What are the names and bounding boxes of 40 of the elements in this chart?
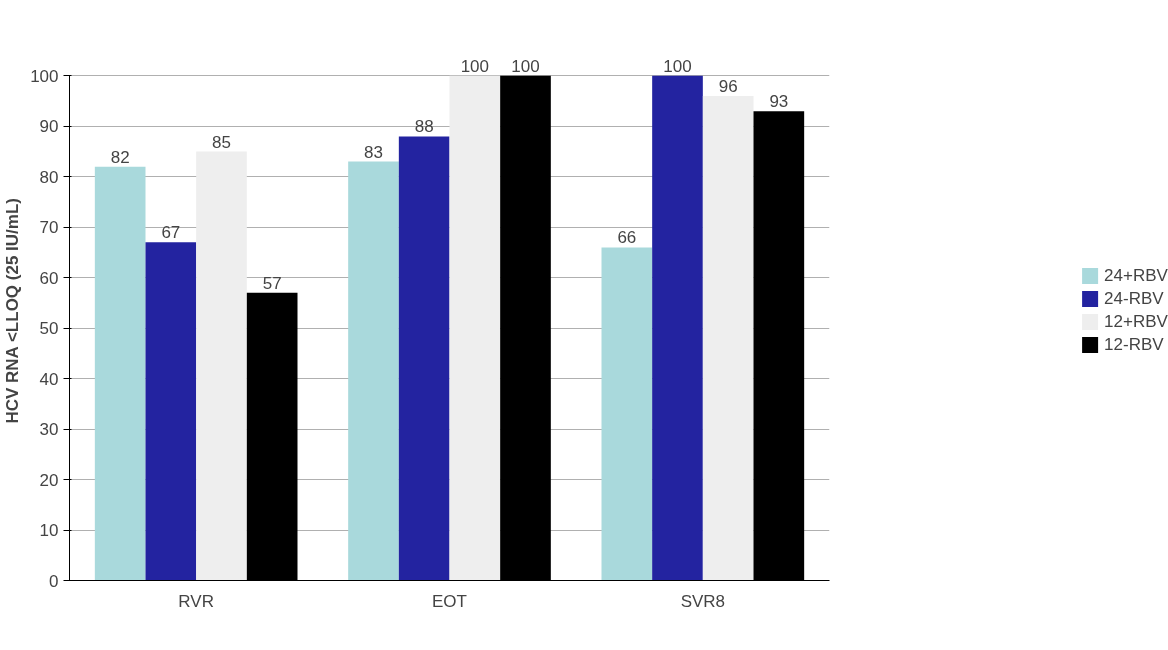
data-label: 93 (769, 92, 789, 112)
bar (398, 136, 450, 581)
bar (601, 247, 653, 581)
data-label: 83 (364, 142, 383, 162)
data-label: 96 (718, 77, 738, 97)
legend-label: 12+RBV (1104, 311, 1168, 332)
data-label: 100 (460, 56, 490, 76)
y-tick-label: 20 (39, 470, 59, 490)
data-label: 66 (617, 228, 637, 248)
legend-label: 12-RBV (1104, 334, 1164, 355)
y-tick-label: 90 (39, 117, 59, 137)
data-label: 100 (511, 56, 540, 76)
x-tick-label: EOT (432, 591, 467, 611)
y-tick-label: 70 (39, 218, 59, 238)
y-axis-title: HCV RNA <LLOQ (25 IU/mL) (3, 198, 23, 424)
data-label: 57 (262, 273, 282, 293)
y-tick-label: 100 (30, 66, 59, 86)
bar (94, 166, 146, 581)
legend-label: 24+RBV (1104, 265, 1168, 286)
bar (449, 75, 501, 581)
data-label: 82 (110, 147, 130, 167)
bar (702, 96, 754, 581)
bar (348, 161, 399, 581)
y-tick-label: 30 (39, 420, 59, 440)
y-tick-label: 80 (39, 167, 59, 187)
y-tick-label: 60 (39, 268, 59, 288)
data-label: 100 (663, 56, 692, 76)
data-label: 88 (414, 117, 434, 137)
legend-label: 24-RBV (1104, 288, 1164, 309)
y-tick-label: 0 (49, 571, 59, 591)
x-tick-label: RVR (178, 591, 214, 611)
bar (145, 242, 197, 581)
data-label: 85 (212, 132, 231, 152)
x-tick-label: SVR8 (680, 591, 726, 611)
y-tick-label: 10 (39, 521, 59, 541)
data-label: 67 (161, 223, 181, 243)
y-tick-label: 50 (39, 319, 59, 339)
bar (652, 75, 703, 581)
y-tick-label: 40 (39, 369, 59, 389)
bar (196, 151, 247, 581)
